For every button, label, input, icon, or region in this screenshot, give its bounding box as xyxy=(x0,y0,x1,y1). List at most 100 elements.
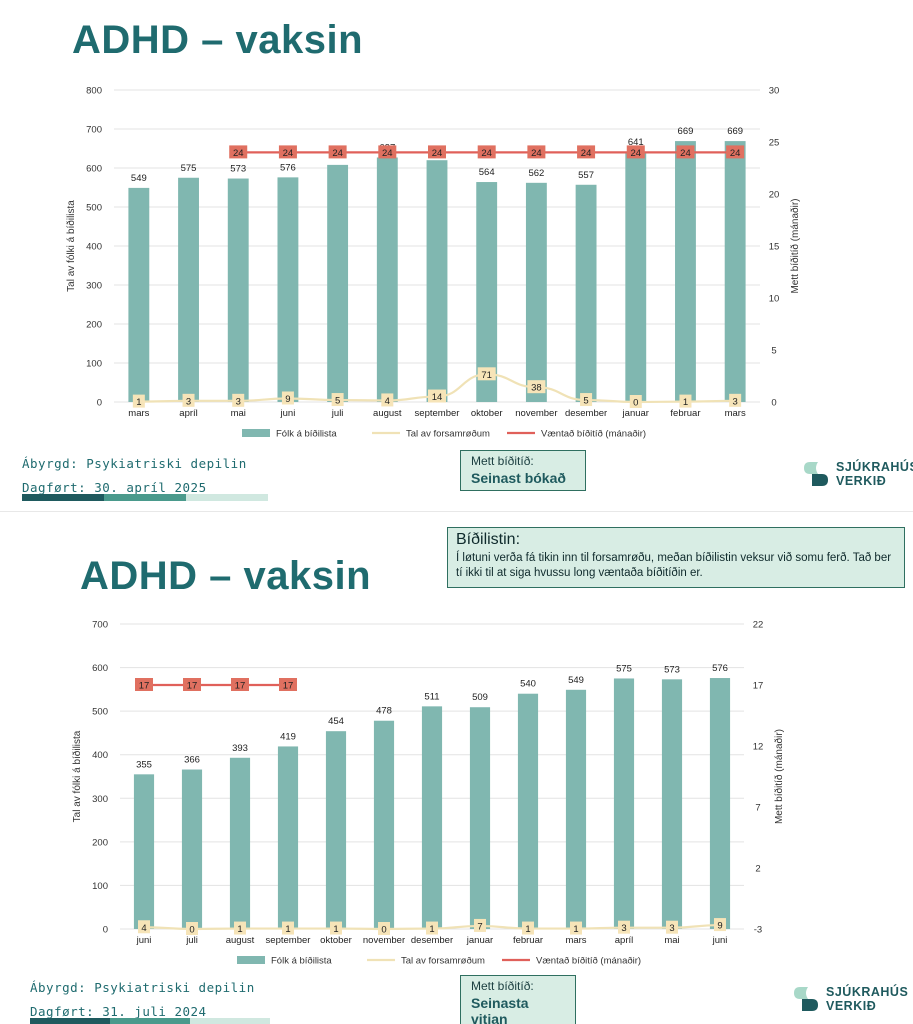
x-tick-label: apríl xyxy=(179,408,197,419)
note-title: Bíðilistin: xyxy=(456,531,521,548)
bar xyxy=(565,689,587,929)
deco-bar-dark xyxy=(30,1018,110,1024)
x-tick-label: august xyxy=(226,935,255,946)
y-axis-title: Tal av fólki á bíðilista xyxy=(65,200,77,292)
y-tick-label: 300 xyxy=(86,281,102,292)
bar-value-label: 573 xyxy=(230,164,246,175)
page-title: ADHD – vaksin xyxy=(80,554,372,598)
expected-label-box xyxy=(378,145,397,159)
bar-value-label: 511 xyxy=(424,691,439,702)
deco-bar-mid xyxy=(104,494,186,501)
consult-value-label: 3 xyxy=(236,396,241,407)
bar-value-label: 641 xyxy=(628,137,644,148)
consult-label-box xyxy=(679,394,692,408)
bar-value-label: 366 xyxy=(184,755,200,766)
expected-value-label: 24 xyxy=(630,148,641,159)
x-tick-label: juli xyxy=(331,408,344,419)
expected-value-label: 24 xyxy=(382,148,393,159)
expected-label-box xyxy=(278,145,297,159)
x-tick-label: juni xyxy=(136,935,152,946)
y2-tick-label: 2 xyxy=(755,864,760,875)
consult-value-label: 1 xyxy=(136,397,141,408)
expected-value-label: 24 xyxy=(283,148,294,159)
bar-value-label: 576 xyxy=(280,162,296,173)
wait-box: Mett bíðitíð: Seinasta vitjan xyxy=(460,975,576,1024)
y-tick-label: 400 xyxy=(86,242,102,253)
y-tick-label: 600 xyxy=(86,164,102,175)
consult-value-label: 9 xyxy=(717,921,722,932)
y-tick-label: 400 xyxy=(92,750,108,761)
expected-label-box xyxy=(676,145,695,159)
bar-value-label: 564 xyxy=(479,167,495,178)
bar-value-label: 355 xyxy=(136,759,152,770)
expected-value-label: 24 xyxy=(581,148,592,159)
consult-label-box xyxy=(182,393,195,407)
consult-value-label: 1 xyxy=(237,924,242,935)
consult-label-box xyxy=(331,393,344,407)
consult-label-box xyxy=(729,393,742,407)
bar-value-label: 549 xyxy=(131,173,147,184)
consult-value-label: 1 xyxy=(285,924,290,935)
bar-value-label: 575 xyxy=(181,163,197,174)
consult-label-box xyxy=(232,393,245,407)
logo: SJÚKRAHÚS VERKIÐ xyxy=(790,983,908,1017)
deco-bar-mid xyxy=(110,1018,190,1024)
x-tick-label: mars xyxy=(128,408,149,419)
bar xyxy=(709,678,731,929)
bar xyxy=(277,177,299,402)
x-tick-label: oktober xyxy=(320,935,352,946)
bar xyxy=(325,731,347,929)
expected-label-box xyxy=(183,678,201,691)
bar xyxy=(229,757,251,929)
bar xyxy=(517,693,539,929)
legend-label: Fólk á bíðilista xyxy=(276,429,337,440)
bar-value-label: 549 xyxy=(568,675,584,686)
bar xyxy=(724,141,746,402)
owner-text: Ábyrgd: Psykiatriski depilin xyxy=(22,456,247,471)
bar-value-label: 573 xyxy=(664,664,680,675)
expected-label-box xyxy=(577,145,596,159)
bar-value-label: 669 xyxy=(727,126,743,137)
expected-value-label: 24 xyxy=(680,148,691,159)
consult-label-box xyxy=(522,921,534,935)
y2-tick-label: 22 xyxy=(753,620,764,631)
expected-value-label: 17 xyxy=(283,681,294,692)
consult-label-box xyxy=(381,393,394,407)
bar xyxy=(227,178,249,402)
expected-label-box xyxy=(231,678,249,691)
bar-value-label: 576 xyxy=(712,663,728,674)
bar xyxy=(661,679,683,929)
legend-swatch-bars xyxy=(242,429,270,437)
y-tick-label: 0 xyxy=(97,398,102,409)
bar xyxy=(128,187,150,402)
logo-text-1: SJÚKRAHÚS xyxy=(836,460,913,474)
logo-icon xyxy=(804,462,828,486)
bar xyxy=(476,182,498,402)
consult-value-label: 3 xyxy=(669,923,674,934)
bar-value-label: 669 xyxy=(678,126,694,137)
consult-label-box xyxy=(186,922,198,935)
legend-label: Væntað bíðitíð (mánaðir) xyxy=(536,956,641,967)
bar xyxy=(178,177,199,402)
consult-value-label: 5 xyxy=(583,396,588,407)
x-tick-label: februar xyxy=(670,408,700,419)
bar xyxy=(469,707,491,929)
wait-value: Seinast bókað xyxy=(471,470,566,486)
consult-value-label: 1 xyxy=(683,397,688,408)
slide-divider xyxy=(0,511,913,512)
expected-label-box xyxy=(626,145,645,159)
expected-value-label: 17 xyxy=(139,681,150,692)
consult-label-box xyxy=(618,920,630,934)
date-text: Dagført: 30. apríl 2025 xyxy=(22,480,207,495)
y-tick-label: 500 xyxy=(92,707,108,718)
consult-label-box xyxy=(281,391,294,405)
bar xyxy=(421,706,443,929)
y-tick-label: 0 xyxy=(103,925,108,936)
bar xyxy=(675,141,696,402)
bar-value-label: 454 xyxy=(328,716,344,727)
y2-tick-label: 0 xyxy=(771,398,776,409)
y-tick-label: 300 xyxy=(92,794,108,805)
consult-value-label: 5 xyxy=(335,396,340,407)
consult-label-box xyxy=(138,920,150,934)
y2-tick-label: 17 xyxy=(753,681,764,692)
